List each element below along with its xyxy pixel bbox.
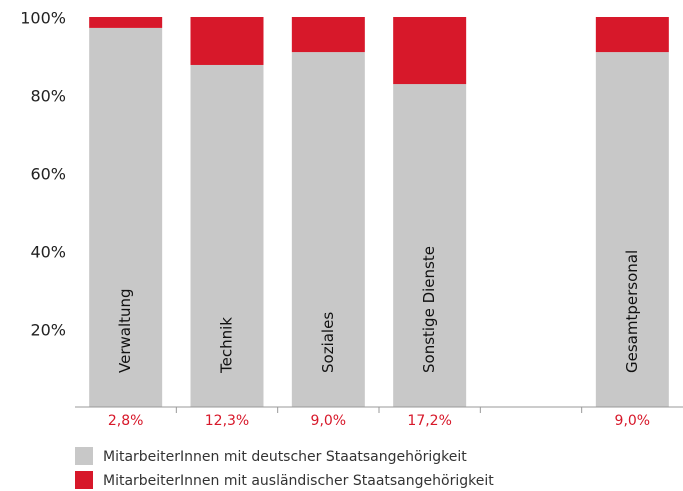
bar-segment [595, 17, 669, 53]
x-tick-label: Verwaltung [116, 288, 134, 373]
value-label: 2,8% [108, 413, 144, 429]
y-tick-label: 100% [20, 9, 66, 28]
value-label: 9,0% [615, 413, 651, 429]
bar-segment [89, 17, 163, 28]
y-tick-label: 60% [30, 165, 66, 184]
legend-swatch [75, 471, 93, 489]
legend-label: MitarbeiterInnen mit deutscher Staatsang… [103, 449, 467, 465]
bar-segment [393, 17, 467, 85]
bar-segment [190, 17, 264, 65]
x-tick-label: Soziales [319, 312, 337, 373]
bar-segment [595, 52, 669, 407]
x-tick-label: Sonstige Dienste [420, 246, 438, 373]
legend-swatch [75, 447, 93, 465]
x-tick-label: Gesamtpersonal [623, 250, 641, 373]
legend-label: MitarbeiterInnen mit ausländischer Staat… [103, 473, 494, 489]
bar-segment [291, 17, 365, 53]
bar-segment [190, 64, 264, 407]
value-label: 12,3% [205, 413, 249, 429]
bar-segment [393, 84, 467, 407]
value-label: 17,2% [407, 413, 451, 429]
bar-segment [291, 52, 365, 407]
y-tick-label: 20% [30, 321, 66, 340]
x-tick-label: Technik [218, 317, 236, 374]
bar-segment [89, 27, 163, 407]
y-tick-label: 80% [30, 87, 66, 106]
y-tick-label: 40% [30, 243, 66, 262]
value-label: 9,0% [311, 413, 347, 429]
